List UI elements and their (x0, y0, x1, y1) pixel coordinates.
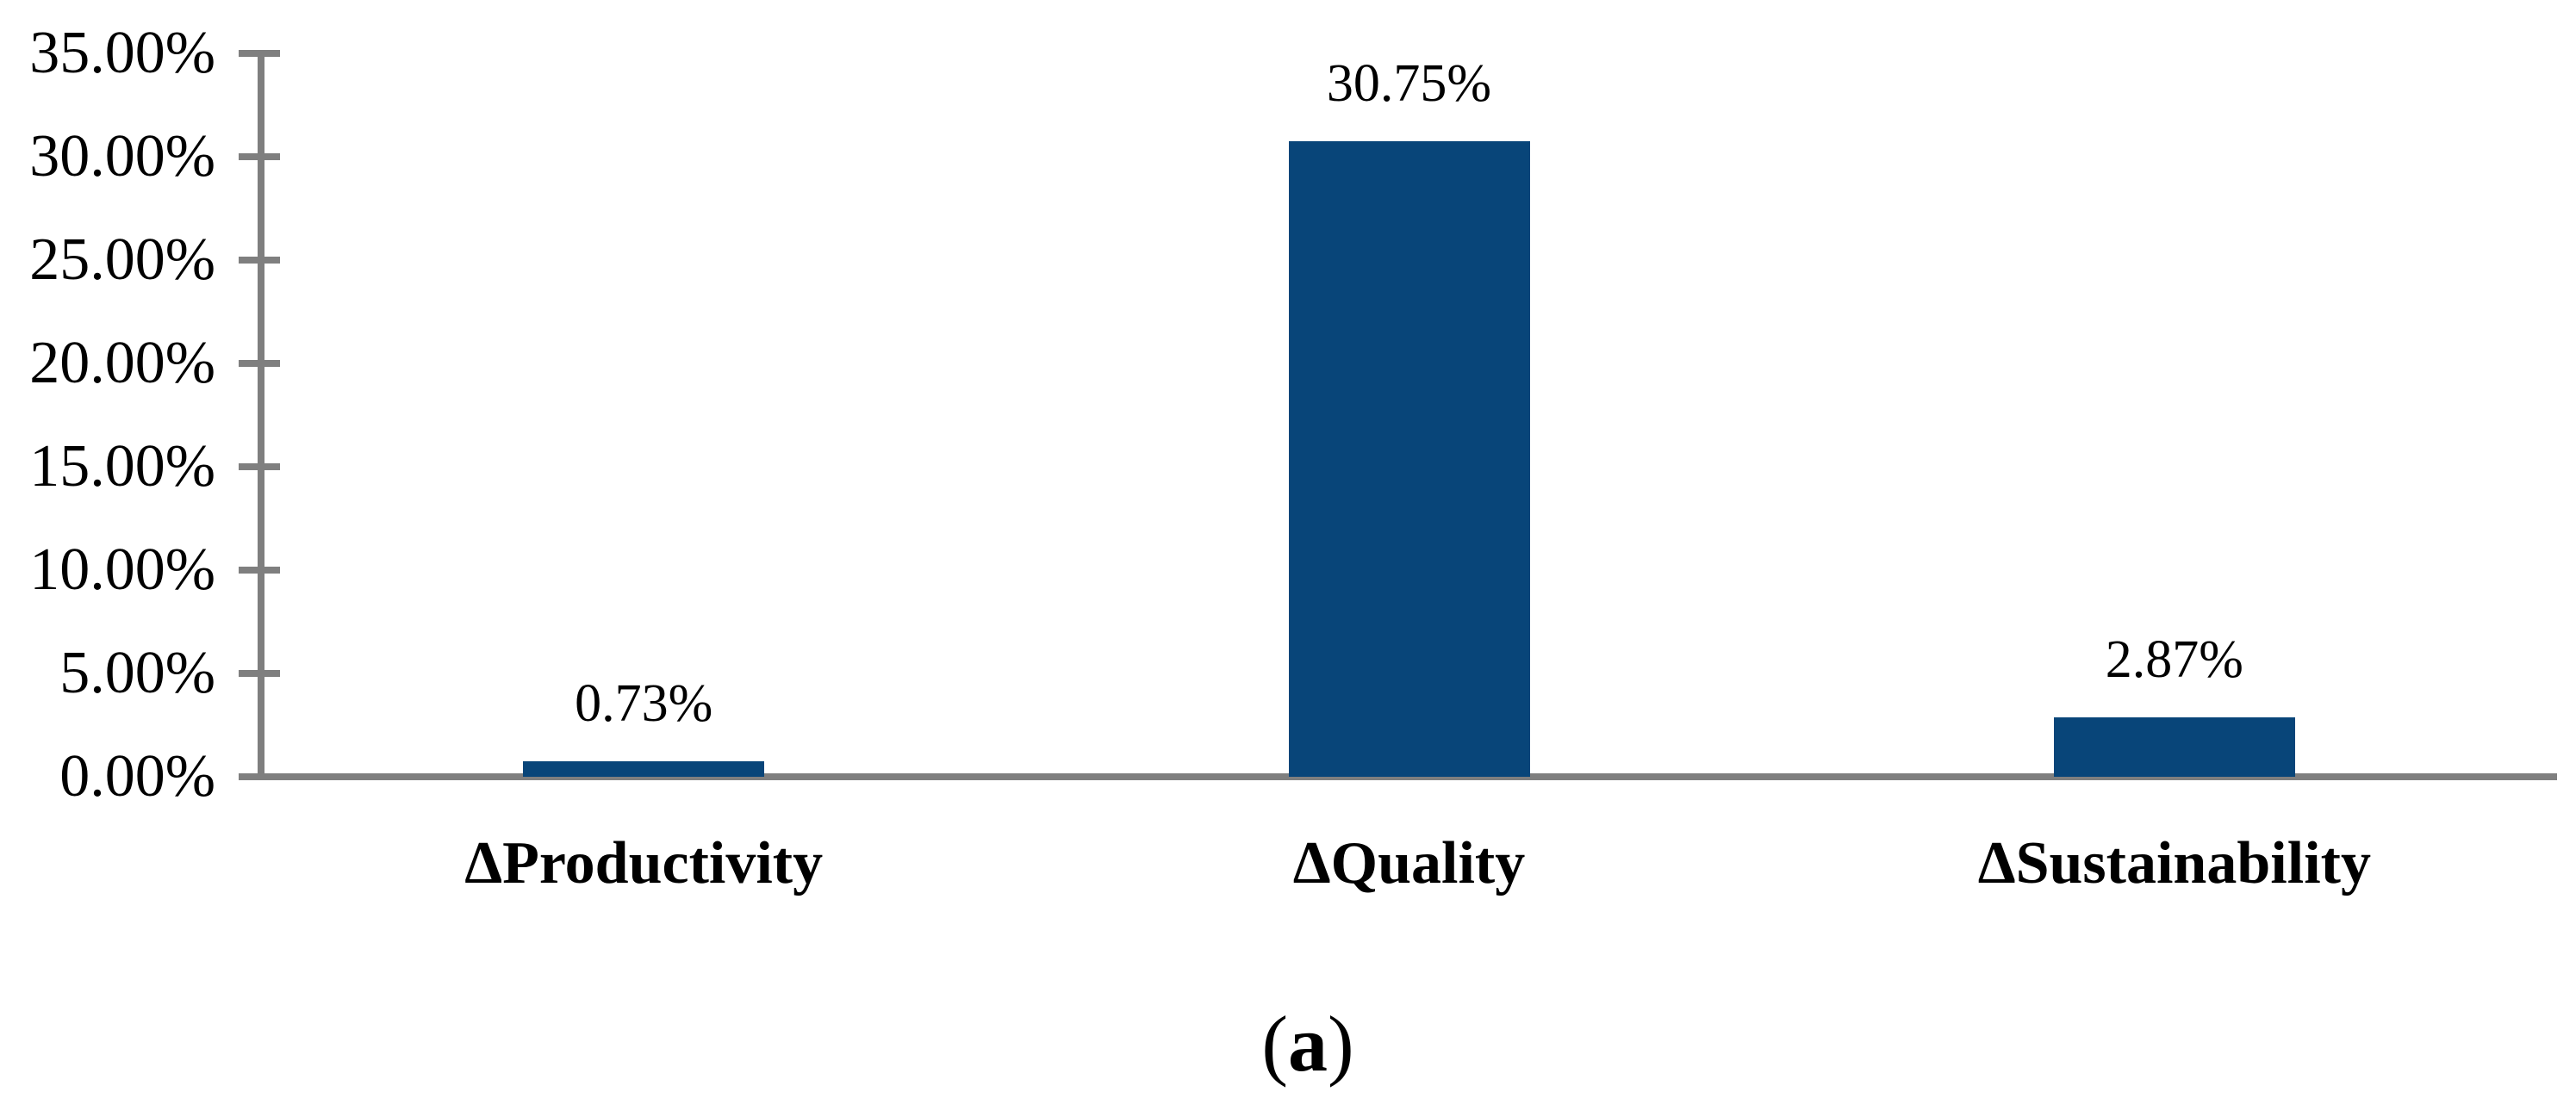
y-axis-tick (239, 670, 280, 677)
y-axis-line (258, 50, 264, 780)
y-axis-tick-label: 35.00% (29, 20, 215, 86)
figure-caption: (a) (1261, 1001, 1353, 1087)
y-axis-tick-label: 20.00% (29, 330, 215, 396)
y-axis-tick-label: 15.00% (29, 433, 215, 499)
y-axis-tick (239, 257, 280, 264)
category-label: ΔSustainability (1977, 830, 2371, 896)
y-axis-tick (239, 463, 280, 470)
y-axis-tick (239, 360, 280, 367)
y-axis-tick-label: 5.00% (59, 640, 215, 706)
category-label: ΔQuality (1292, 830, 1526, 896)
y-axis-tick-label: 30.00% (29, 123, 215, 189)
bar-value-label: 30.75% (1326, 54, 1492, 113)
bar-2 (1288, 141, 1530, 777)
caption-letter: a (1288, 1000, 1328, 1088)
y-axis-tick (239, 567, 280, 574)
caption-open-paren: ( (1261, 1000, 1288, 1088)
category-label: ΔProductivity (464, 830, 824, 896)
bar-1 (523, 761, 765, 777)
y-axis-tick (239, 153, 280, 160)
bar-3 (2053, 717, 2295, 777)
y-axis-tick (239, 50, 280, 57)
y-axis-tick (239, 773, 280, 780)
y-axis-tick-label: 0.00% (59, 743, 215, 810)
y-axis-tick-label: 10.00% (29, 537, 215, 603)
bar-value-label: 2.87% (2105, 630, 2243, 690)
plot-area: 0.00% 5.00% 10.00% 15.00% 20.00% 25.00% 30.00%… (29, 20, 2557, 896)
x-axis-baseline (258, 773, 2557, 780)
bar-value-label: 0.73% (575, 674, 713, 734)
caption-close-paren: ) (1328, 1000, 1354, 1088)
y-axis-tick-label: 25.00% (29, 226, 215, 293)
